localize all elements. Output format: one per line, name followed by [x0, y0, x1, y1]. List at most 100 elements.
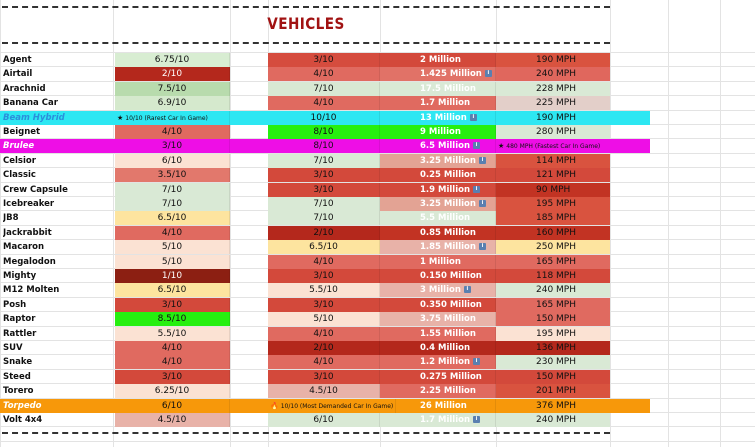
rarity-rating-cell-text: 7/10 — [161, 185, 183, 195]
demand-rating-cell: 2/10 — [268, 226, 380, 240]
vehicle-name-text: Beignet — [3, 127, 41, 137]
info-icon[interactable]: i — [473, 186, 481, 193]
table-row[interactable]: Classic 3.5/10 3/10 0.25 Million 121 MPH — [0, 168, 620, 182]
info-icon[interactable]: i — [478, 200, 486, 207]
speed-cell: 225 MPH — [496, 96, 610, 110]
rarity-rating-cell: 4/10 — [115, 125, 230, 139]
vehicle-name-text: Arachnid — [3, 84, 46, 94]
demand-rating-cell-text: 7/10 — [313, 199, 334, 209]
speed-cell: 118 MPH — [496, 269, 610, 283]
speed-cell: 228 MPH — [496, 82, 610, 96]
table-row[interactable]: Airtail 2/10 4/10 1.425 Million i 240 MPH — [0, 67, 620, 81]
speed-cell-text: 225 MPH — [536, 98, 576, 108]
rarity-rating-cell: 3/10 — [115, 139, 230, 153]
table-row[interactable]: Mighty 1/10 3/10 0.150 Million 118 MPH — [0, 269, 620, 283]
grid-hline — [0, 81, 755, 82]
info-icon[interactable]: i — [473, 142, 481, 149]
price-cell: 6.5 Million i — [380, 139, 496, 153]
vehicle-name-text: M12 Molten — [3, 285, 60, 295]
speed-cell: 230 MPH — [496, 355, 610, 369]
vehicle-name-text: Jackrabbit — [3, 228, 52, 238]
speed-cell: 165 MPH — [496, 255, 610, 269]
table-row[interactable]: Macaron 5/10 6.5/10 1.85 Million i 250 MPH — [0, 240, 620, 254]
table-row[interactable]: Arachnid 7.5/10 7/10 17.5 Million 228 MPH — [0, 82, 620, 96]
speed-cell: 240 MPH — [496, 413, 610, 427]
speed-cell: 190 MPH — [496, 53, 610, 67]
table-row[interactable]: Rattler 5.5/10 4/10 1.55 Million 195 MPH — [0, 327, 620, 341]
table-row[interactable]: Volt 4x4 4.5/10 6/10 1.7 Million i 240 MPH — [0, 413, 620, 427]
rarity-rating-cell-text: 6.75/10 — [154, 55, 190, 65]
info-icon[interactable]: i — [473, 358, 481, 365]
vehicle-name-text: Banana Car — [3, 98, 58, 108]
vehicle-name-text: Rattler — [3, 329, 37, 339]
rarity-rating-cell-text: 1/10 — [161, 271, 183, 281]
rarity-rating-cell-text: 4/10 — [161, 228, 183, 238]
table-row[interactable]: M12 Molten 6.5/10 5.5/10 3 Million i 240 MPH — [0, 283, 620, 297]
table-row[interactable]: Snake 4/10 4/10 1.2 Million i 230 MPH — [0, 355, 620, 369]
demand-rating-cell: 10/10 — [268, 111, 380, 125]
price-cell: 0.25 Million — [380, 168, 496, 182]
vehicle-name-text: Classic — [3, 170, 36, 180]
table-row[interactable]: Agent 6.75/10 3/10 2 Million 190 MPH — [0, 53, 620, 67]
table-row[interactable]: Icebreaker 7/10 7/10 3.25 Million i 195 MPH — [0, 197, 620, 211]
info-icon[interactable]: i — [484, 70, 492, 77]
speed-cell: 195 MPH — [496, 197, 610, 211]
vehicle-name-text: Brulee — [3, 141, 35, 151]
price-cell-text: 1.425 Million — [420, 69, 482, 79]
grid-vline — [610, 0, 611, 447]
rarity-rating-cell-text: 4/10 — [161, 343, 183, 353]
info-icon[interactable]: i — [478, 243, 486, 250]
table-row[interactable]: Torero 6.25/10 4.5/10 2.25 Million 201 MPH — [0, 384, 620, 398]
table-row[interactable]: Posh 3/10 3/10 0.350 Million 165 MPH — [0, 298, 620, 312]
speed-cell: 250 MPH — [496, 240, 610, 254]
vehicle-name-text: Icebreaker — [3, 199, 55, 209]
vehicle-name: Jackrabbit — [3, 226, 113, 240]
rarity-rating-cell-text: 5/10 — [161, 257, 183, 267]
rarity-rating-cell: 6/10 — [115, 399, 230, 413]
demand-rating-cell: 4/10 — [268, 355, 380, 369]
table-row[interactable]: Megalodon 5/10 4/10 1 Million 165 MPH — [0, 255, 620, 269]
table-row[interactable]: Crew Capsule 7/10 3/10 1.9 Million i 90 MPH — [0, 183, 620, 197]
speed-cell: 190 MPH — [496, 111, 610, 125]
vehicle-name-text: Megalodon — [3, 257, 56, 267]
speed-cell-text: 114 MPH — [536, 156, 576, 166]
rarity-rating-cell-text: 6/10 — [161, 401, 183, 411]
rarity-rating-cell-text: 5/10 — [161, 242, 183, 252]
rarity-rating-cell: 4.5/10 — [115, 413, 230, 427]
rarity-rating-cell-text: 3/10 — [161, 141, 183, 151]
info-icon[interactable]: i — [473, 416, 481, 423]
demand-rating-cell-text: 5.5/10 — [309, 285, 338, 295]
rarity-rating-cell: 4/10 — [115, 341, 230, 355]
info-icon[interactable]: i — [463, 286, 471, 293]
demand-rating-cell-text: 3/10 — [313, 55, 334, 65]
table-row[interactable]: Brulee 3/10 8/10 6.5 Million i ★ 480 MPH (Fast… — [0, 139, 650, 153]
speed-cell: 195 MPH — [496, 327, 610, 341]
table-row[interactable]: Torpedo 6/10 🔥 10/10 (Most Demanded Car In … — [0, 399, 650, 413]
rarity-rating-cell: 6.25/10 — [115, 384, 230, 398]
rarity-rating-cell-text: 7/10 — [161, 199, 183, 209]
table-row[interactable]: Beam Hybrid ★ 10/10 (Rarest Car In Game) 10… — [0, 111, 650, 125]
table-row[interactable]: Jackrabbit 4/10 2/10 0.85 Million 160 MPH — [0, 226, 620, 240]
table-row[interactable]: Beignet 4/10 8/10 9 Million 280 MPH — [0, 125, 620, 139]
price-cell-text: 26 Million — [420, 401, 467, 411]
demand-rating-cell: 8/10 — [268, 139, 380, 153]
demand-rating-cell: 4/10 — [268, 327, 380, 341]
price-cell: 1.55 Million — [380, 327, 496, 341]
price-cell: 1.425 Million i — [380, 67, 496, 81]
table-row[interactable]: Raptor 8.5/10 5/10 3.75 Million 150 MPH — [0, 312, 620, 326]
info-icon[interactable]: i — [478, 157, 486, 164]
table-row[interactable]: Steed 3/10 3/10 0.275 Million 150 MPH — [0, 370, 620, 384]
grid-vline — [230, 0, 231, 447]
table-row[interactable]: Celsior 6/10 7/10 3.25 Million i 114 MPH — [0, 154, 620, 168]
info-icon[interactable]: i — [469, 114, 477, 121]
speed-cell-text: 190 MPH — [536, 55, 576, 65]
demand-rating-cell-text: 3/10 — [313, 372, 334, 382]
price-cell: 3.25 Million i — [380, 197, 496, 211]
price-cell: 9 Million — [380, 125, 496, 139]
table-row[interactable]: JB8 6.5/10 7/10 5.5 Million 185 MPH — [0, 211, 620, 225]
speed-cell-text: 136 MPH — [536, 343, 576, 353]
table-row[interactable]: Banana Car 6.9/10 4/10 1.7 Million 225 MPH — [0, 96, 620, 110]
price-cell-text: 0.350 Million — [420, 300, 482, 310]
table-row[interactable]: SUV 4/10 2/10 0.4 Million 136 MPH — [0, 341, 620, 355]
